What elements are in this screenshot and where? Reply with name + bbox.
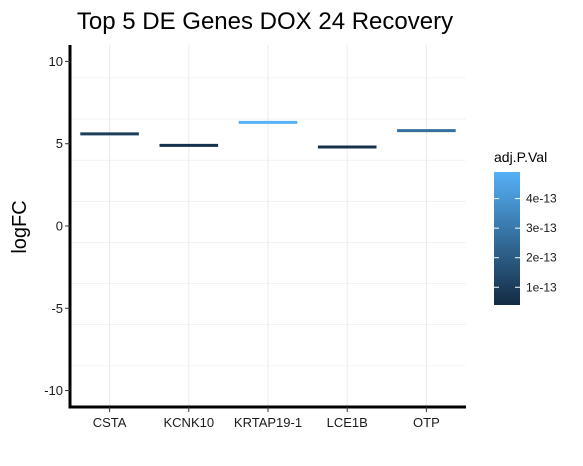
legend-label: 2e-13 — [526, 251, 557, 265]
y-tick-label: 0 — [56, 219, 63, 234]
y-tick-label: -10 — [44, 383, 63, 398]
y-tick-label: -5 — [51, 301, 63, 316]
grid — [70, 45, 466, 408]
x-tick-label: KCNK10 — [164, 415, 215, 430]
x-tick-label: LCE1B — [327, 415, 368, 430]
y-tick-label: 5 — [56, 136, 63, 151]
chart-title: Top 5 DE Genes DOX 24 Recovery — [77, 8, 453, 35]
legend-label: 3e-13 — [526, 221, 557, 235]
x-tick-label: KRTAP19-1 — [234, 415, 302, 430]
legend-title: adj.P.Val — [494, 149, 547, 165]
legend-label: 1e-13 — [526, 280, 557, 294]
legend-label: 4e-13 — [526, 192, 557, 206]
y-axis-label: logFC — [9, 200, 31, 253]
x-tick-label: CSTA — [93, 415, 127, 430]
legend-colorbar — [494, 172, 520, 305]
x-tick-label: OTP — [413, 415, 440, 430]
legend: 4e-13 3e-13 2e-13 1e-13 — [494, 172, 557, 305]
data-marks — [80, 120, 456, 149]
y-tick-label: 10 — [49, 54, 63, 69]
axes: -10 -5 0 5 10 CSTA KCNK10 KRTAP19-1 LCE1B OTP — [44, 45, 466, 430]
